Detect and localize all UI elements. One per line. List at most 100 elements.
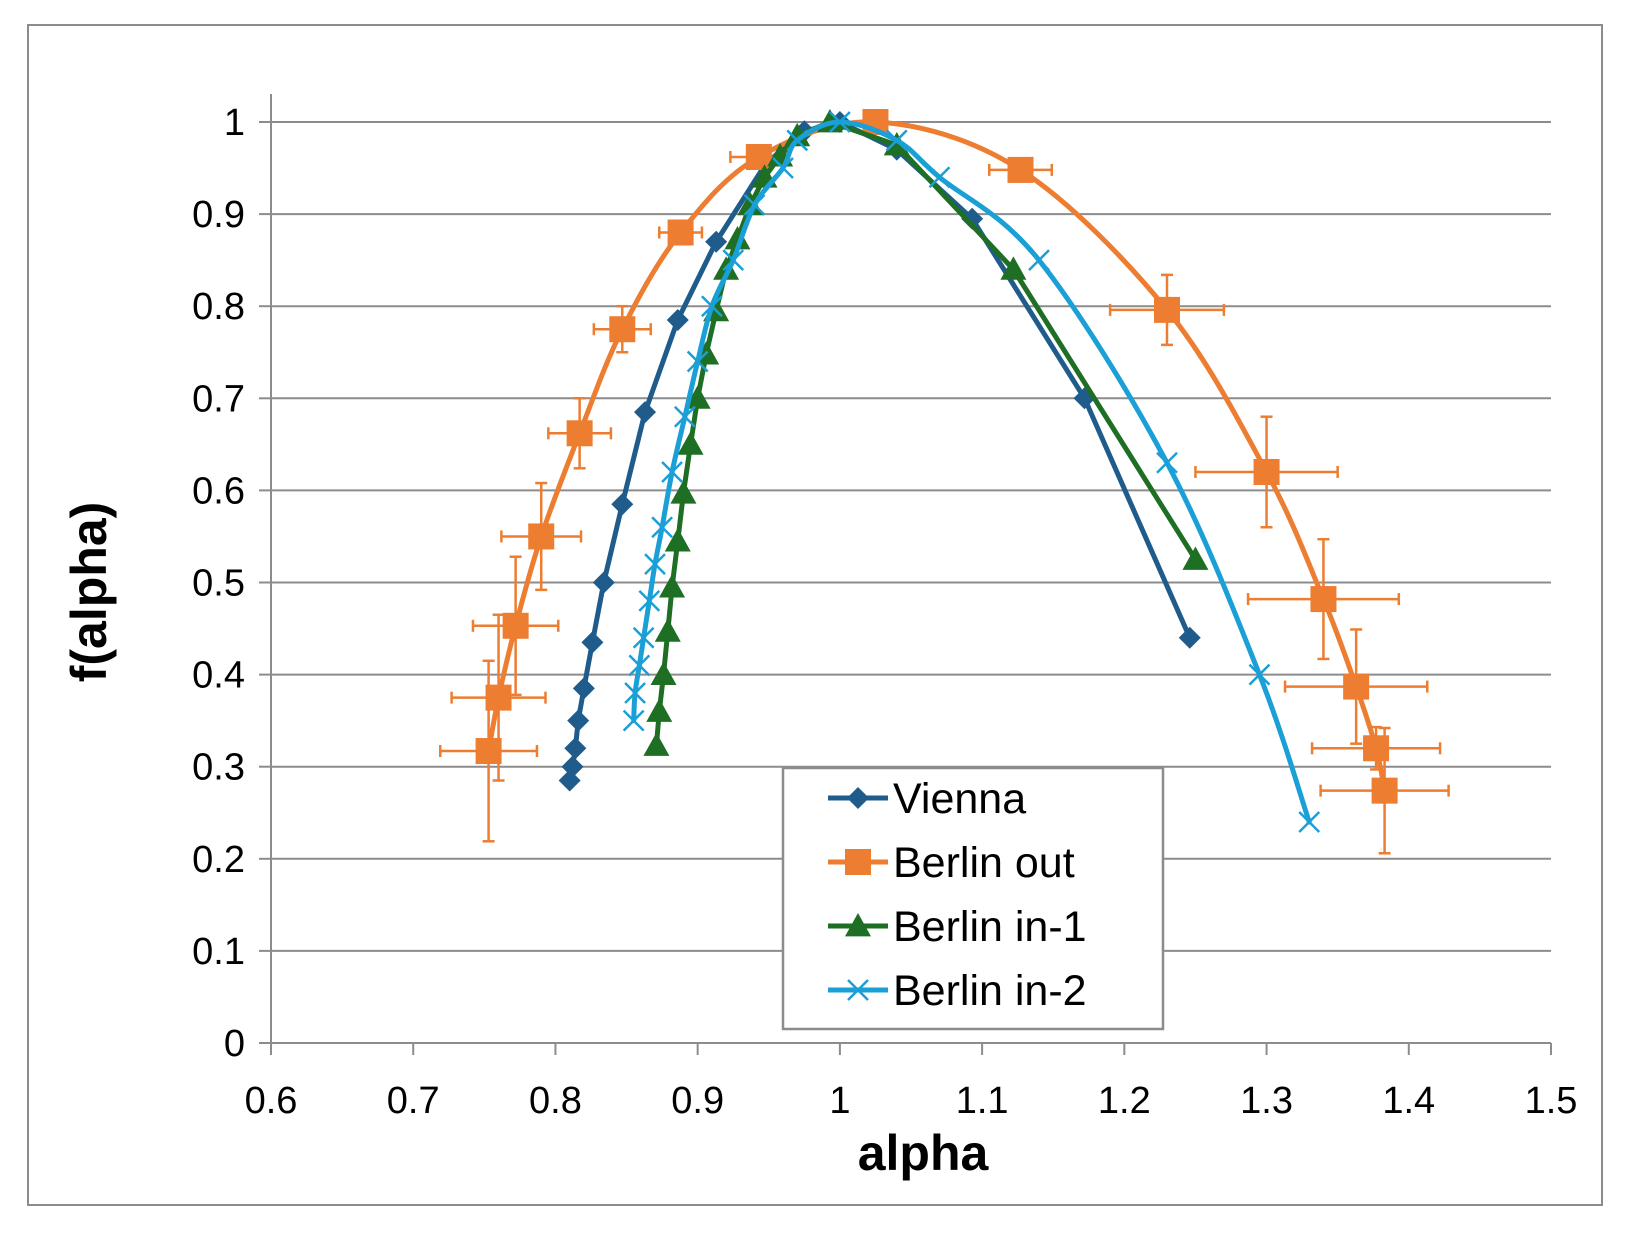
- y-tick-label: 1: [224, 102, 245, 144]
- data-point: [737, 191, 764, 216]
- y-tick-label: 0.1: [192, 931, 245, 973]
- data-point: [475, 738, 502, 765]
- data-point: [670, 480, 697, 504]
- data-point: [664, 528, 691, 552]
- data-point: [772, 157, 794, 179]
- marker-stroke: [829, 111, 851, 133]
- data-point: [701, 295, 723, 318]
- data-point: [638, 590, 661, 612]
- y-tick-label: 0.9: [192, 194, 245, 236]
- data-point: [502, 612, 529, 639]
- legend-item: Berlin out: [828, 839, 1075, 887]
- error-bars: [438, 148, 1450, 855]
- data-point: [684, 385, 711, 409]
- data-point: [784, 122, 811, 147]
- marker-stroke: [885, 129, 908, 152]
- data-point: [1182, 546, 1209, 570]
- data-point: [1156, 451, 1178, 474]
- axes: 0 0.1 0.2 0.3 0.4 0.5 0.6 0.7 0.8 0.9 1 0.6 0.7 0.8 0.…: [192, 94, 1577, 1122]
- marker-stroke: [661, 461, 683, 483]
- series: [438, 109, 1450, 855]
- legend-label: Berlin in-1: [893, 903, 1087, 951]
- x-tick-label: 1.2: [1098, 1080, 1151, 1122]
- data-point: [634, 401, 657, 424]
- series-berlin-out: [438, 109, 1450, 855]
- data-point: [1310, 586, 1337, 613]
- series-line: [486, 119, 1388, 794]
- data-point: [1028, 249, 1050, 272]
- data-point: [686, 350, 709, 373]
- data-point: [677, 431, 704, 455]
- data-point: [667, 219, 694, 246]
- data-point: [673, 405, 696, 428]
- x-tick-label: 1.4: [1382, 1080, 1435, 1122]
- gridlines: [271, 121, 1551, 952]
- x-tick-label: 0.9: [671, 1080, 724, 1122]
- data-point: [1154, 296, 1180, 323]
- legend-swatch-marker: [845, 913, 871, 937]
- data-point: [1371, 777, 1398, 804]
- data-point: [611, 493, 634, 516]
- data-point: [1298, 811, 1321, 833]
- y-tick-label: 0: [224, 1023, 245, 1065]
- series-berlin-in-2: [622, 111, 1321, 833]
- data-point: [566, 420, 593, 447]
- marker-stroke: [722, 249, 745, 272]
- data-point: [581, 631, 604, 654]
- marker-stroke: [638, 590, 661, 612]
- series-line: [653, 119, 1198, 749]
- marker-stroke: [1298, 811, 1321, 833]
- data-point: [643, 732, 670, 756]
- legend-item: Berlin in-2: [828, 967, 1087, 1015]
- marker-stroke: [644, 553, 666, 575]
- data-point: [722, 249, 745, 272]
- data-point: [745, 143, 772, 170]
- data-point: [1007, 156, 1034, 183]
- x-tick-label: 0.6: [245, 1080, 298, 1122]
- data-point: [1363, 735, 1390, 762]
- series-vienna: [558, 111, 1201, 792]
- data-point: [1178, 626, 1201, 649]
- data-point: [609, 316, 636, 343]
- data-point: [561, 755, 584, 778]
- x-tick-label: 1.5: [1525, 1080, 1578, 1122]
- data-point: [1343, 673, 1370, 700]
- y-tick-label: 0.4: [192, 655, 245, 697]
- data-point: [624, 682, 646, 704]
- data-point: [622, 709, 645, 732]
- y-tick-label: 0.2: [192, 839, 245, 881]
- data-point: [628, 654, 651, 677]
- legend-item: Vienna: [828, 775, 1026, 823]
- x-tick-label: 1.3: [1240, 1080, 1293, 1122]
- data-point: [883, 132, 910, 156]
- data-point: [485, 684, 512, 711]
- y-tick-label: 0.5: [192, 563, 245, 605]
- data-point: [564, 737, 587, 760]
- data-point: [961, 207, 984, 230]
- data-point: [666, 309, 689, 332]
- data-point: [661, 461, 683, 483]
- legend-swatch-marker: [847, 979, 869, 1001]
- y-tick-label: 0.8: [192, 286, 245, 328]
- y-tick-label: 0.3: [192, 747, 245, 789]
- data-point: [654, 618, 681, 642]
- marker-stroke: [1156, 451, 1178, 474]
- data-point: [659, 574, 686, 598]
- x-tick-label: 1.1: [956, 1080, 1009, 1122]
- marker-stroke: [686, 350, 709, 373]
- legend-label: Berlin in-2: [893, 967, 1087, 1015]
- data-point: [928, 166, 951, 189]
- marker-stroke: [772, 157, 794, 179]
- y-tick-label: 0.6: [192, 470, 245, 512]
- data-point: [572, 677, 595, 700]
- legend-swatch-marker: [847, 787, 869, 809]
- x-tick-label: 0.8: [529, 1080, 582, 1122]
- marker-stroke: [701, 295, 723, 318]
- legend-box: [781, 766, 1165, 1031]
- legend-swatch-marker: [845, 849, 871, 875]
- x-tick-label: 0.7: [387, 1080, 440, 1122]
- series-berlin-in-1: [643, 109, 1209, 756]
- legend-label: Berlin out: [893, 839, 1075, 887]
- legend-item: Berlin in-1: [828, 903, 1087, 951]
